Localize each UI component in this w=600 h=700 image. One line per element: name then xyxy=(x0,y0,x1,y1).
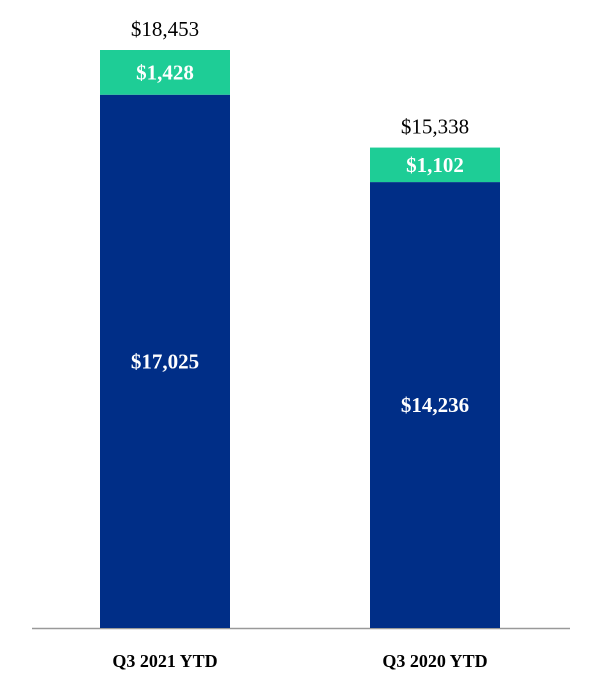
bars-layer xyxy=(100,50,500,629)
category-label-1: Q3 2021 YTD xyxy=(112,651,217,671)
segment-value-label-base-2: $14,236 xyxy=(401,393,469,417)
bar-segment-base-2 xyxy=(370,182,500,629)
bar-segment-top-2 xyxy=(370,147,500,183)
segment-value-label-top-2: $1,102 xyxy=(406,153,464,177)
bar-segment-base-1 xyxy=(100,94,230,628)
total-value-label-2: $15,338 xyxy=(401,115,469,139)
total-value-label-1: $18,453 xyxy=(131,17,199,41)
bar-segment-top-1 xyxy=(100,50,230,95)
segment-value-label-base-1: $17,025 xyxy=(131,349,199,373)
labels-layer: $17,025 $1,428 $18,453 Q3 2021 YTD $14,236 $1… xyxy=(112,17,487,671)
segment-value-label-top-1: $1,428 xyxy=(136,60,194,84)
category-label-2: Q3 2020 YTD xyxy=(382,651,487,671)
